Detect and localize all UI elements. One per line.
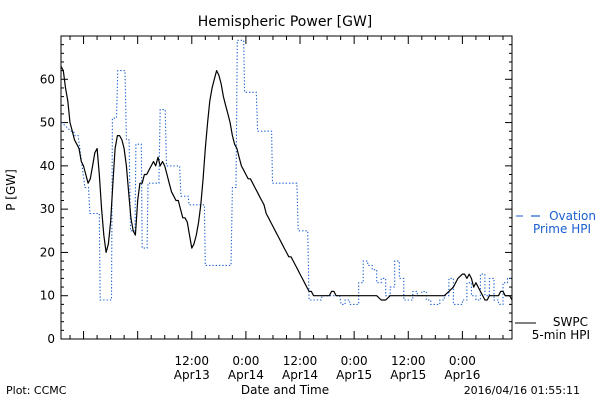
y-axis-ticks: 0 10 20 30 40 50 60 xyxy=(40,44,512,346)
x-tick-time-label: 0:00 xyxy=(232,354,259,368)
legend-label-ovation-line1: Ovation xyxy=(549,209,596,223)
x-tick-time-label: 12:00 xyxy=(391,354,426,368)
y-tick-label: 50 xyxy=(40,116,55,130)
y-axis-label: P [GW] xyxy=(4,169,18,211)
legend-label-ovation-line2: Prime HPI xyxy=(533,222,591,236)
y-tick-label: 0 xyxy=(47,332,55,346)
x-tick-time-label: 12:00 xyxy=(174,354,209,368)
series-line-ovation xyxy=(61,39,512,305)
plot-frame xyxy=(60,35,513,340)
x-tick-date-label: Apr13 xyxy=(174,368,210,382)
x-tick-date-label: Apr14 xyxy=(282,368,318,382)
legend-label-swpc-line1: SWPC xyxy=(553,315,588,329)
series-line-swpc xyxy=(61,66,512,301)
series-layer xyxy=(61,39,512,305)
footer-timestamp: 2016/04/16 01:55:11 xyxy=(464,384,580,397)
x-tick-date-label: Apr15 xyxy=(390,368,426,382)
footer-credit: Plot: CCMC xyxy=(6,384,67,397)
x-axis-ticks: 12:00Apr130:00Apr1412:00Apr140:00Apr1512… xyxy=(69,36,504,382)
x-tick-time-label: 12:00 xyxy=(283,354,318,368)
x-tick-time-label: 0:00 xyxy=(341,354,368,368)
x-axis-label: Date and Time xyxy=(241,383,329,397)
legend-label-swpc-line2: 5-min HPI xyxy=(532,328,590,342)
x-tick-time-label: 0:00 xyxy=(449,354,476,368)
x-tick-date-label: Apr14 xyxy=(228,368,264,382)
x-tick-date-label: Apr15 xyxy=(336,368,372,382)
x-tick-date-label: Apr16 xyxy=(444,368,480,382)
chart-title: Hemispheric Power [GW] xyxy=(198,14,373,30)
y-tick-label: 30 xyxy=(40,202,55,216)
y-tick-label: 20 xyxy=(40,245,55,259)
y-tick-label: 10 xyxy=(40,289,55,303)
y-tick-label: 40 xyxy=(40,159,55,173)
y-tick-label: 60 xyxy=(40,72,55,86)
